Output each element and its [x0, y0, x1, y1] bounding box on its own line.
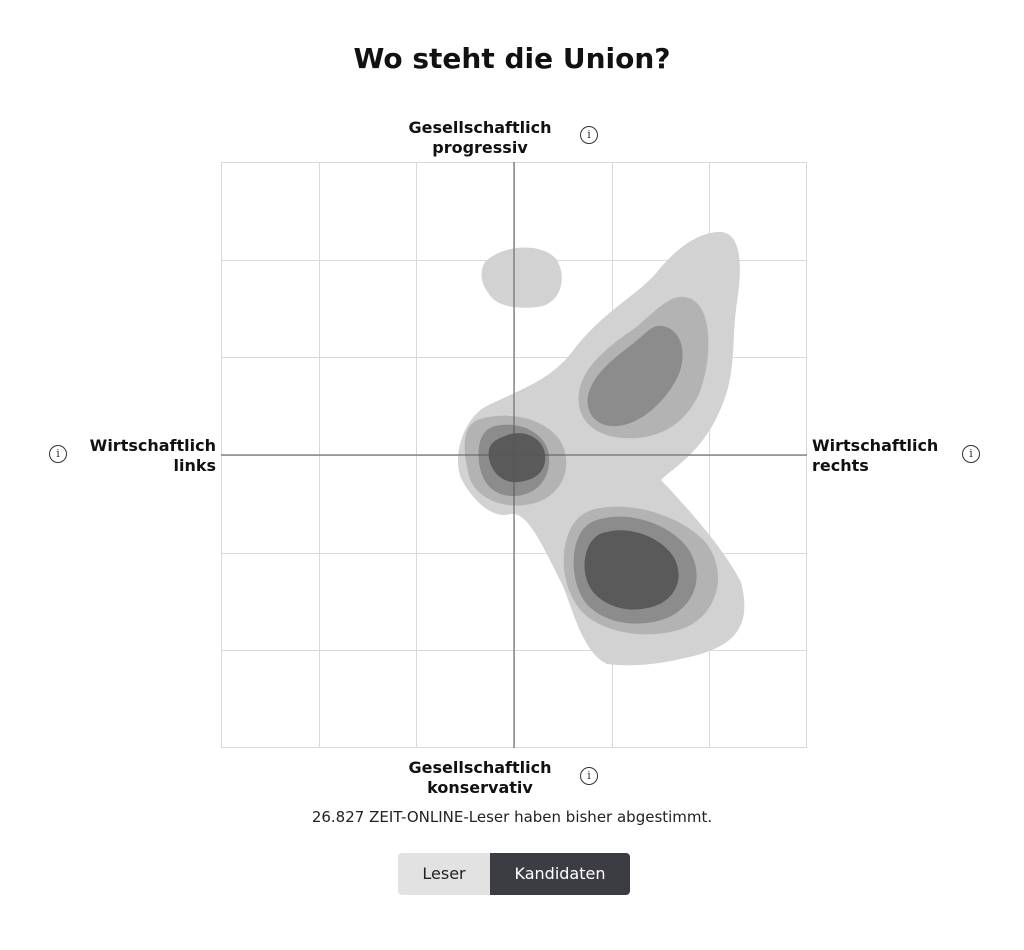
axis-label-left: Wirtschaftlich links — [40, 436, 216, 476]
density-plot — [221, 162, 807, 748]
axis-label-bottom-line1: Gesellschaftlich — [408, 758, 552, 777]
axis-label-right: Wirtschaftlich rechts — [812, 436, 962, 476]
density-level-1-small-blob — [481, 247, 562, 308]
view-toggle: Leser Kandidaten — [398, 853, 630, 895]
axis-label-bottom: Gesellschaftlich konservativ — [380, 758, 580, 798]
info-icon[interactable]: i — [49, 445, 67, 463]
votes-count-text: 26.827 ZEIT-ONLINE-Leser haben bisher ab… — [311, 808, 713, 826]
info-icon[interactable]: i — [580, 126, 598, 144]
axis-label-top-line1: Gesellschaftlich — [408, 118, 552, 137]
info-icon[interactable]: i — [962, 445, 980, 463]
axis-label-right-line1: Wirtschaftlich — [812, 436, 939, 455]
axis-label-left-line1: Wirtschaftlich — [89, 436, 216, 455]
density-level-4-lower — [584, 530, 679, 610]
density-level-4-center — [488, 433, 546, 483]
info-icon[interactable]: i — [580, 767, 598, 785]
axis-label-top: Gesellschaftlich progressiv — [380, 118, 580, 158]
axis-label-right-line2: rechts — [812, 456, 869, 475]
axis-label-left-line2: links — [173, 456, 216, 475]
toggle-leser-button[interactable]: Leser — [398, 853, 490, 895]
axis-label-top-line2: progressiv — [432, 138, 528, 157]
density-level-3-ridge — [587, 325, 683, 427]
toggle-kandidaten-button[interactable]: Kandidaten — [490, 853, 630, 895]
chart-title: Wo steht die Union? — [353, 42, 671, 75]
axis-label-bottom-line2: konservativ — [427, 778, 533, 797]
